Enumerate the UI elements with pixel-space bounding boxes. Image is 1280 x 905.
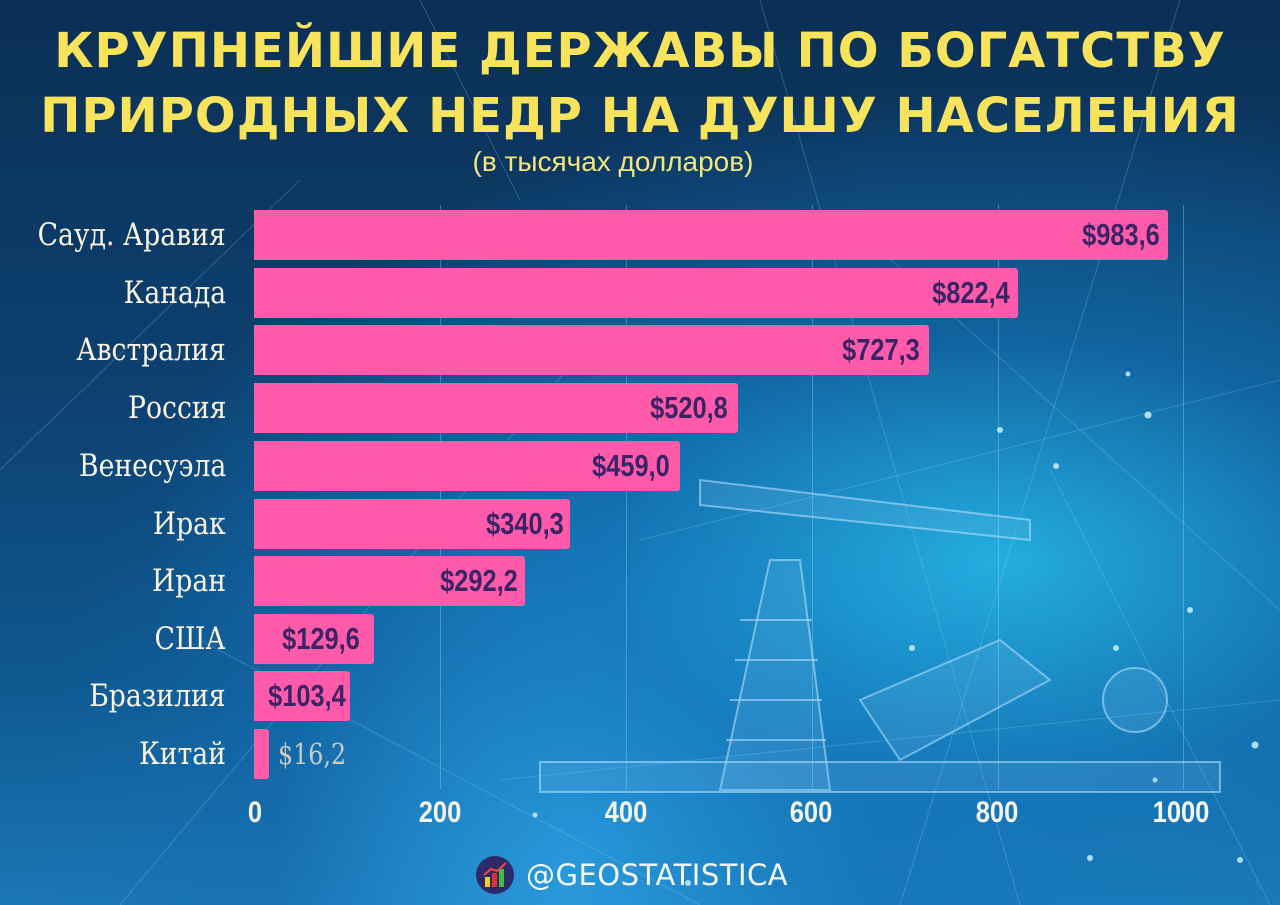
- value-label: $103,4: [268, 678, 346, 713]
- bar-row-brazil: Бразилия $103,4: [0, 671, 1280, 723]
- bar: [254, 383, 738, 433]
- country-label: Сауд. Аравия: [37, 217, 226, 253]
- bar-chart-trend-icon: [476, 856, 514, 894]
- bar: [254, 614, 374, 664]
- x-tick-400: 400: [604, 796, 648, 829]
- bar: [254, 556, 525, 606]
- country-label: Китай: [139, 736, 226, 772]
- value-label: $16,2: [278, 737, 347, 771]
- country-label: Венесуэла: [78, 448, 226, 484]
- gridline-200: [440, 205, 441, 790]
- bar: [254, 325, 929, 375]
- bar-row-canada: Канада $822,4: [0, 268, 1280, 320]
- x-tick-600: 600: [789, 796, 833, 829]
- gridline-800: [998, 205, 999, 790]
- country-label: Бразилия: [89, 678, 226, 714]
- bar: [254, 729, 269, 779]
- value-label: $727,3: [842, 332, 920, 367]
- bar-row-china: Китай $16,2: [0, 729, 1280, 781]
- bar-row-saudi-arabia: Сауд. Аравия $983,6: [0, 210, 1280, 262]
- bar: [254, 441, 680, 491]
- brand-watermark: @GEOSTATISTICA: [476, 852, 788, 898]
- value-label: $520,8: [650, 390, 728, 425]
- bar-row-venezuela: Венесуэла $459,0: [0, 441, 1280, 493]
- value-label: $822,4: [932, 275, 1010, 310]
- country-label: Иран: [152, 563, 226, 599]
- gridline-600: [812, 205, 813, 790]
- value-label: $340,3: [486, 506, 564, 541]
- value-label: $129,6: [282, 621, 360, 656]
- bar: [254, 671, 350, 721]
- country-label: Канада: [123, 275, 226, 311]
- gridline-1000: [1183, 205, 1184, 790]
- bar: [254, 210, 1168, 260]
- x-tick-800: 800: [975, 796, 1019, 829]
- gridline-400: [626, 205, 627, 790]
- country-label: Россия: [127, 390, 226, 426]
- bar: [254, 499, 570, 549]
- country-label: США: [154, 621, 226, 657]
- bar: [254, 268, 1018, 318]
- x-tick-200: 200: [418, 796, 462, 829]
- x-tick-1000: 1000: [1152, 796, 1210, 829]
- bar-row-usa: США $129,6: [0, 614, 1280, 666]
- bar-row-iraq: Ирак $340,3: [0, 499, 1280, 551]
- country-label: Ирак: [153, 506, 226, 542]
- brand-handle: @GEOSTATISTICA: [526, 858, 789, 892]
- bar-row-australia: Австралия $727,3: [0, 325, 1280, 377]
- chart-title-line2: природных недр на душу населения: [40, 88, 1240, 144]
- country-label: Австралия: [76, 332, 226, 368]
- chart-title-line1: Крупнейшие державы по богатству: [54, 23, 1226, 79]
- value-label: $983,6: [1082, 217, 1160, 252]
- x-tick-0: 0: [247, 796, 263, 829]
- value-label: $292,2: [440, 563, 518, 598]
- bar-row-russia: Россия $520,8: [0, 383, 1280, 435]
- value-label: $459,0: [592, 448, 670, 483]
- bar-row-iran: Иран $292,2: [0, 556, 1280, 608]
- chart-subtitle: (в тысячах долларов): [472, 146, 754, 177]
